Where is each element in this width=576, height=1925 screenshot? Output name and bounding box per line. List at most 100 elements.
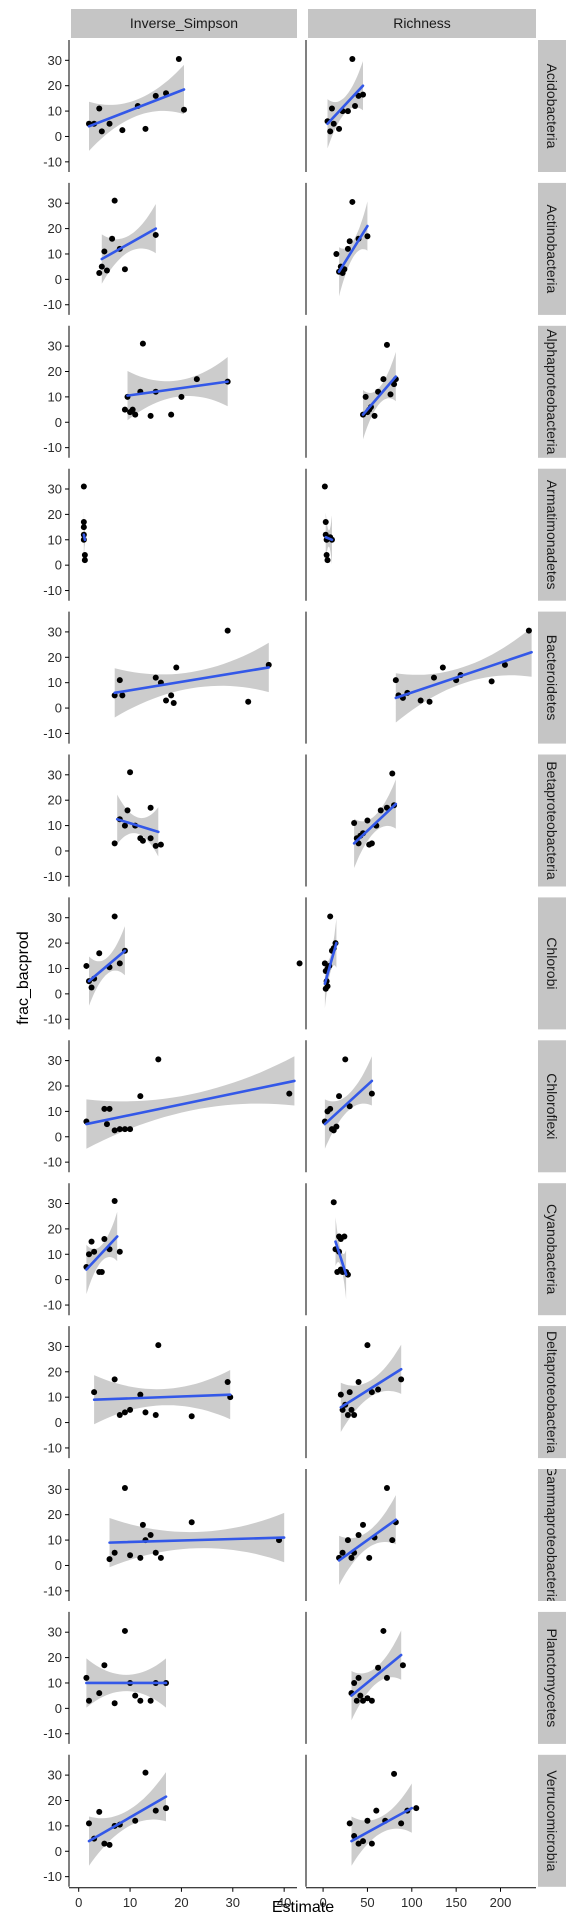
data-point	[375, 1664, 382, 1671]
data-point	[139, 837, 146, 844]
data-point	[368, 1697, 375, 1704]
y-tick-label: 20	[48, 793, 62, 808]
data-point	[91, 1248, 98, 1255]
data-point	[351, 820, 358, 827]
x-tick-label: 30	[226, 1895, 240, 1910]
data-point	[383, 1674, 390, 1681]
data-point	[330, 1199, 337, 1206]
data-point	[360, 1521, 367, 1528]
data-point	[224, 1378, 231, 1385]
data-point	[355, 1840, 362, 1847]
data-point	[323, 552, 330, 559]
data-point	[152, 1549, 159, 1556]
facet-row-label: Acidobacteria	[544, 64, 560, 149]
data-point	[111, 197, 118, 204]
data-point	[121, 1126, 128, 1133]
data-point	[139, 340, 146, 347]
data-point	[245, 698, 252, 705]
facet-row-label-clip: Chlorobi	[544, 937, 560, 989]
data-point	[368, 1840, 375, 1847]
panel-chlorobi-inverse-simpson	[83, 913, 303, 1006]
data-point	[368, 1389, 375, 1396]
facet-row-strip-background	[538, 611, 566, 744]
x-axis-title: Estimate	[272, 1899, 334, 1916]
fit-line	[324, 535, 334, 542]
data-point	[371, 412, 378, 419]
fit-line	[87, 1795, 168, 1843]
facet-row-strip-chlorobi: Chlorobi	[538, 897, 566, 1030]
y-tick-label: -10	[43, 154, 62, 169]
fit-line	[87, 949, 127, 983]
y-axis-planctomycetes: -10 0 10 20 30	[43, 1611, 307, 1744]
data-point	[109, 235, 116, 242]
y-tick-label: 10	[48, 1675, 62, 1690]
data-point	[349, 56, 356, 63]
data-point	[391, 1770, 398, 1777]
data-point	[111, 1376, 118, 1383]
fit-line	[337, 224, 369, 274]
data-point	[81, 552, 88, 559]
x-axis-inverse-simpson: 0 10 20 30 40	[69, 1887, 297, 1910]
y-tick-label: 20	[48, 78, 62, 93]
data-point	[116, 677, 123, 684]
data-point	[147, 835, 154, 842]
data-point	[193, 376, 200, 383]
panel-acidobacteria-inverse-simpson	[85, 56, 187, 151]
y-axis-gammaproteobacteria: -10 0 10 20 30	[43, 1469, 307, 1601]
data-point	[341, 1233, 348, 1240]
y-tick-label: 10	[48, 1818, 62, 1833]
facet-column-label: Richness	[393, 15, 451, 31]
facet-row-label: Chloroflexi	[544, 1073, 560, 1139]
data-point	[413, 1805, 420, 1812]
data-point	[364, 1817, 371, 1824]
data-point	[417, 697, 424, 704]
facet-row-strip-background	[538, 1326, 566, 1459]
data-point	[119, 127, 126, 134]
y-tick-label: 30	[48, 910, 62, 925]
panel-armatimonadetes-richness	[321, 483, 335, 565]
data-point	[152, 231, 159, 238]
y-tick-label: 30	[48, 1053, 62, 1068]
y-tick-label: 20	[48, 650, 62, 665]
data-point	[389, 1537, 396, 1544]
data-point	[121, 406, 128, 413]
y-tick-label: 30	[48, 1768, 62, 1783]
fit-line	[361, 375, 398, 416]
data-point	[368, 1090, 375, 1097]
data-point	[342, 1056, 349, 1063]
data-point	[398, 1820, 405, 1827]
y-tick-label: 0	[55, 558, 62, 573]
y-tick-label: 0	[55, 986, 62, 1001]
facet-row-strip-background	[538, 754, 566, 887]
data-point	[81, 557, 88, 564]
data-point	[152, 1411, 159, 1418]
data-point	[362, 393, 369, 400]
x-tick-label: 150	[445, 1895, 467, 1910]
facet-row-strip-background	[538, 1611, 566, 1744]
facet-row-label-clip: Acidobacteria	[544, 64, 560, 149]
data-point	[88, 1238, 95, 1245]
facet-row-label: Armatimonadetes	[544, 480, 560, 590]
data-point	[137, 1554, 144, 1561]
data-point	[103, 1121, 110, 1128]
y-axis-alphaproteobacteria: -10 0 10 20 30	[43, 325, 307, 458]
data-point	[392, 677, 399, 684]
panel-armatimonadetes-inverse-simpson	[80, 483, 88, 565]
data-point	[360, 91, 367, 98]
data-point	[344, 1411, 351, 1418]
data-point	[344, 108, 351, 115]
y-tick-label: 10	[48, 532, 62, 547]
fit-line	[350, 1653, 403, 1697]
fit-line	[85, 1079, 296, 1126]
panel-chlorobi-richness	[321, 913, 339, 1009]
y-axis-cyanobacteria: -10 0 10 20 30	[43, 1183, 307, 1316]
data-point	[488, 678, 495, 685]
panel-betaproteobacteria-richness	[351, 770, 398, 868]
data-point	[155, 1342, 162, 1349]
data-point	[111, 1127, 118, 1134]
data-point	[116, 1126, 123, 1133]
data-point	[377, 807, 384, 814]
y-tick-label: 30	[48, 1196, 62, 1211]
data-point	[111, 1549, 118, 1556]
y-axis-actinobacteria: -10 0 10 20 30	[43, 182, 307, 315]
